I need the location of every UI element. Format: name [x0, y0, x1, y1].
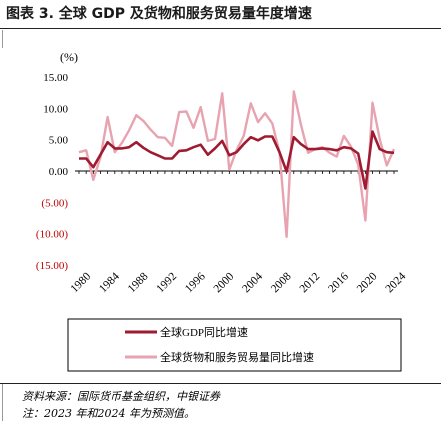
figure-title: 图表 3. 全球 GDP 及货物和服务贸易量年度增速 [6, 6, 312, 22]
y-tick-label: (15.00) [36, 260, 68, 272]
x-tick-label: 1996 [183, 270, 208, 295]
note-text: 注：2023 年和2024 年为预测值。 [22, 407, 195, 420]
left-margin-line [2, 30, 3, 48]
series-line-trade [78, 90, 396, 239]
x-tick-label: 2016 [326, 270, 351, 295]
x-tick-label: 2020 [355, 270, 380, 295]
x-tick-label: 2004 [240, 270, 265, 295]
x-tick-label: 2012 [298, 270, 323, 295]
x-tick-label: 1980 [69, 270, 94, 295]
legend-box [67, 318, 402, 372]
x-tick-label: 1992 [154, 270, 179, 295]
bottom-rule [0, 383, 441, 384]
chart: (%) 15.00 10.00 5.00 0.00 (5.00) (10.00) (15.0… [36, 50, 409, 372]
y-tick-label: 10.00 [43, 103, 68, 115]
x-axis-ticks: 1980 1984 1988 1992 1996 2000 2004 2008 2012 2016… [69, 171, 409, 295]
x-tick-label: 2024 [384, 270, 409, 295]
series-layer [78, 90, 396, 239]
y-axis-ticks: 15.00 10.00 5.00 0.00 (5.00) (10.00) (15.00) [36, 72, 69, 272]
y-tick-label: 5.00 [49, 135, 69, 147]
source-text: 资料来源：国际货币基金组织，中银证券 [22, 390, 220, 403]
legend-label-gdp: 全球GDP同比增速 [160, 325, 248, 339]
y-unit-label: (%) [60, 50, 78, 64]
footer-margin-line [2, 384, 3, 421]
x-tick-label: 1984 [97, 270, 122, 295]
y-tick-label: 15.00 [43, 72, 68, 84]
y-tick-label: 0.00 [49, 166, 69, 178]
legend-label-trade: 全球货物和服务贸易量同比增速 [160, 350, 314, 364]
y-tick-label: (5.00) [41, 197, 68, 209]
series-line-gdp [79, 130, 395, 190]
x-tick-label: 1988 [126, 270, 151, 295]
top-rule [0, 28, 441, 29]
x-tick-label: 2008 [269, 270, 294, 295]
y-tick-label: (10.00) [36, 229, 68, 241]
x-tick-label: 2000 [212, 270, 237, 295]
